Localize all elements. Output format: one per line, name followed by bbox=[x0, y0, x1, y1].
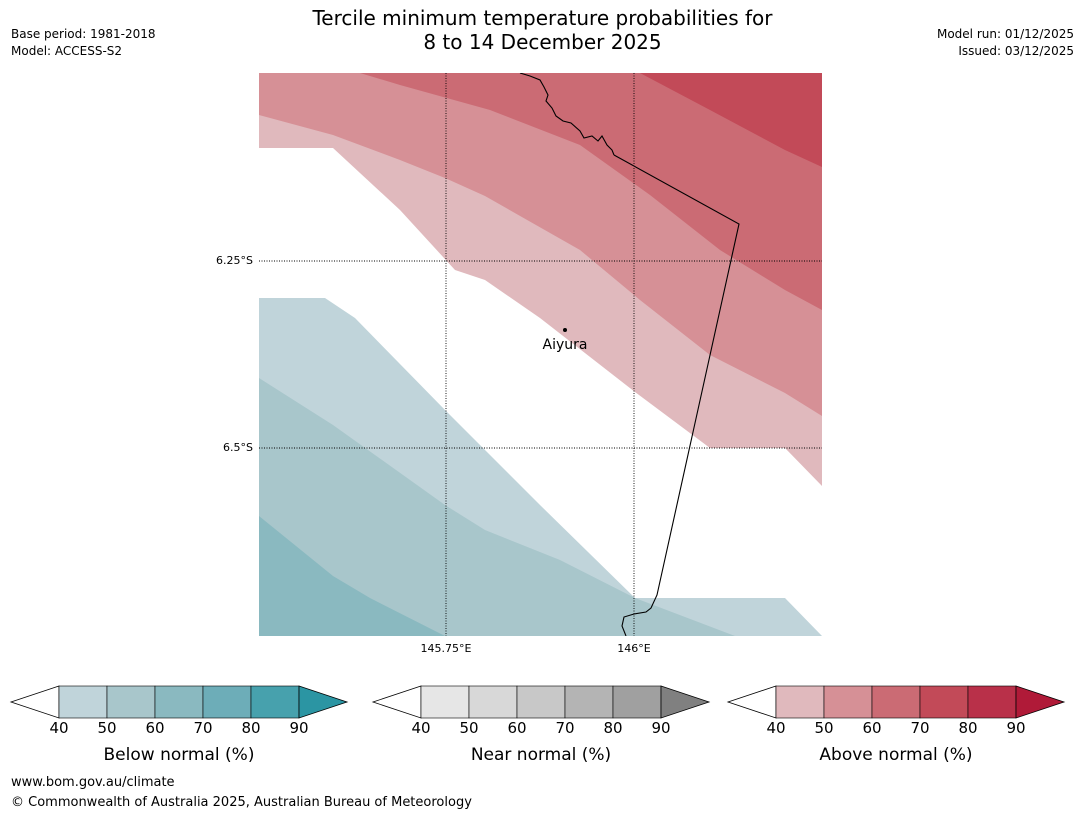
colorbar-below-seg-3 bbox=[154, 685, 204, 719]
lon-label-2: 146°E bbox=[617, 642, 651, 655]
tick-label: 90 bbox=[1006, 719, 1026, 737]
tick-label: 60 bbox=[145, 719, 165, 737]
colorbar-near-title: Near normal (%) bbox=[470, 745, 612, 765]
colorbar-below-seg-5 bbox=[250, 685, 300, 719]
tick-label: 90 bbox=[651, 719, 671, 737]
colorbar-near-seg-4 bbox=[564, 685, 614, 719]
place-marker-dot bbox=[563, 328, 567, 332]
issued-date: Issued: 03/12/2025 bbox=[958, 44, 1074, 58]
footer-copyright: © Commonwealth of Australia 2025, Austra… bbox=[11, 795, 472, 810]
place-label: Aiyura bbox=[542, 337, 588, 353]
title-line-1: Tercile minimum temperature probabilitie… bbox=[312, 6, 773, 30]
colorbar-near-seg-2 bbox=[468, 685, 518, 719]
tick-label: 60 bbox=[862, 719, 882, 737]
colorbar-below-seg-2 bbox=[106, 685, 156, 719]
lat-label-2: 6.5°S bbox=[223, 441, 253, 454]
colorbar-above-seg-1 bbox=[775, 685, 825, 719]
colorbar-above-seg-4 bbox=[919, 685, 969, 719]
below-60-region bbox=[259, 516, 445, 636]
colorbar-near bbox=[371, 685, 711, 719]
model-name: Model: ACCESS-S2 bbox=[11, 44, 123, 58]
tick-label: 40 bbox=[411, 719, 431, 737]
title-line-2: 8 to 14 December 2025 bbox=[423, 30, 662, 54]
tick-label: 40 bbox=[766, 719, 786, 737]
model-run: Model run: 01/12/2025 bbox=[936, 27, 1074, 41]
colorbar-above-title: Above normal (%) bbox=[819, 745, 973, 765]
tick-label: 80 bbox=[241, 719, 261, 737]
colorbar-below-max-arrow bbox=[298, 685, 349, 719]
lon-label-1: 145.75°E bbox=[420, 642, 472, 655]
colorbar-near-min-arrow bbox=[371, 685, 422, 719]
colorbar-near-seg-1 bbox=[420, 685, 470, 719]
colorbar-below bbox=[9, 685, 349, 719]
above-70-region bbox=[640, 73, 822, 167]
tick-label: 70 bbox=[910, 719, 930, 737]
tick-label: 50 bbox=[97, 719, 117, 737]
colorbar-near-seg-5 bbox=[612, 685, 662, 719]
colorbar-above-max-arrow bbox=[1015, 685, 1066, 719]
tick-label: 40 bbox=[49, 719, 69, 737]
base-period: Base period: 1981-2018 bbox=[11, 27, 156, 41]
colorbar-above-seg-5 bbox=[967, 685, 1017, 719]
tick-label: 80 bbox=[603, 719, 623, 737]
tick-label: 90 bbox=[289, 719, 309, 737]
tick-label: 60 bbox=[507, 719, 527, 737]
colorbar-above-seg-2 bbox=[823, 685, 873, 719]
colorbar-above-min-arrow bbox=[726, 685, 777, 719]
colorbar-above bbox=[726, 685, 1066, 719]
map-title: Tercile minimum temperature probabilitie… bbox=[0, 6, 1085, 54]
colorbar-below-min-arrow bbox=[9, 685, 60, 719]
border-line bbox=[613, 154, 740, 636]
colorbar-below-seg-4 bbox=[202, 685, 252, 719]
above-60-region bbox=[360, 73, 822, 310]
below-50-region bbox=[259, 378, 735, 636]
colorbar-below-title: Below normal (%) bbox=[103, 745, 255, 765]
colorbar-below-seg-1 bbox=[58, 685, 108, 719]
footer-url[interactable]: www.bom.gov.au/climate bbox=[11, 775, 175, 790]
tick-label: 70 bbox=[555, 719, 575, 737]
coastline bbox=[519, 73, 615, 156]
colorbar-near-seg-3 bbox=[516, 685, 566, 719]
map-plot-area bbox=[259, 73, 822, 636]
lat-label-1: 6.25°S bbox=[216, 254, 253, 267]
colorbar-near-max-arrow bbox=[660, 685, 711, 719]
tick-label: 50 bbox=[459, 719, 479, 737]
tick-label: 50 bbox=[814, 719, 834, 737]
colorbar-above-seg-3 bbox=[871, 685, 921, 719]
tick-label: 70 bbox=[193, 719, 213, 737]
tick-label: 80 bbox=[958, 719, 978, 737]
